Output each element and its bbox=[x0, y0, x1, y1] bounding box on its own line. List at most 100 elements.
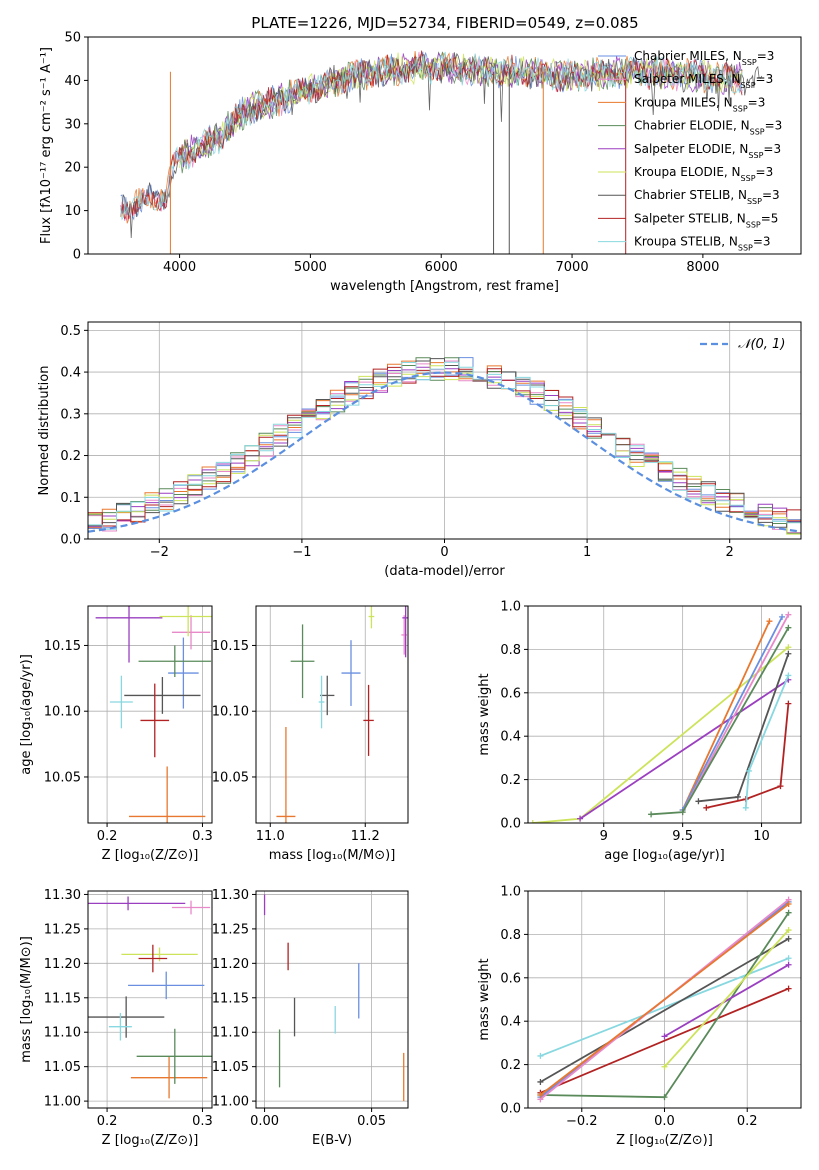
x-tick-label: 0.0 bbox=[654, 1114, 675, 1129]
x-tick-label: 1 bbox=[583, 545, 591, 560]
y-tick-label: 0.3 bbox=[60, 407, 81, 422]
chart-title: PLATE=1226, MJD=52734, FIBERID=0549, z=0… bbox=[251, 14, 638, 32]
x-tick-label: 0 bbox=[440, 545, 448, 560]
weight-line-kroupa_stelib bbox=[744, 675, 790, 808]
y-tick-label: 0.8 bbox=[500, 928, 521, 943]
spectrum-panel: 4000 5000 6000 7000 8000 0 10 20 30 40 50 wavelengt… bbox=[39, 31, 802, 294]
y-tick-label: 20 bbox=[64, 161, 81, 176]
y-tick-label: 0.4 bbox=[500, 1015, 521, 1030]
weight-marker bbox=[661, 1033, 668, 1040]
legend-label: 𝒩(0, 1) bbox=[738, 337, 785, 352]
x-axis-label: age [log₁₀(age/yr)] bbox=[604, 848, 725, 863]
weight-marker bbox=[703, 804, 710, 811]
axes-frame bbox=[87, 890, 213, 1109]
x-tick-label: 2 bbox=[726, 545, 734, 560]
y-tick-label: 0.2 bbox=[60, 449, 81, 464]
x-tick-label: 8000 bbox=[686, 260, 719, 275]
y-tick-label: 11.05 bbox=[212, 1060, 249, 1075]
y-tick-label: 11.20 bbox=[44, 957, 81, 972]
weight-marker bbox=[785, 672, 792, 679]
x-axis-label: Z [log₁₀(Z/Z⊙)] bbox=[102, 1133, 199, 1148]
y-tick-label: 10.05 bbox=[44, 770, 81, 785]
y-tick-label: 0.0 bbox=[500, 1102, 521, 1117]
y-tick-label: 10.15 bbox=[44, 639, 81, 654]
y-tick-label: 11.00 bbox=[44, 1095, 81, 1110]
y-tick-label: 0.4 bbox=[60, 366, 81, 381]
y-tick-label: 11.10 bbox=[44, 1026, 81, 1041]
weight-line-kroupa_miles bbox=[539, 903, 790, 1096]
y-tick-label: 0.5 bbox=[60, 324, 81, 339]
y-tick-label: 0.6 bbox=[500, 686, 521, 701]
x-tick-label: 10 bbox=[753, 829, 770, 844]
y-tick-label: 10 bbox=[64, 204, 81, 219]
x-axis-label: wavelength [Angstrom, rest frame] bbox=[330, 279, 559, 294]
y-tick-label: 0.6 bbox=[500, 971, 521, 986]
x-tick-label: 0.2 bbox=[737, 1114, 758, 1129]
y-tick-label: 1.0 bbox=[500, 885, 521, 900]
y-tick-label: 11.30 bbox=[44, 888, 81, 903]
y-axis-label: mass [log₁₀(M/M⊙)] bbox=[19, 936, 34, 1063]
spectrum-line-salpeter_elodie bbox=[179, 52, 743, 168]
y-axis-label: Flux [fλ10⁻¹⁷ erg cm⁻² s⁻¹ A⁻¹] bbox=[39, 47, 54, 244]
weight-marker bbox=[648, 811, 655, 818]
x-axis-label: (data-model)/error bbox=[384, 564, 505, 579]
legend-label: Chabrier MILES, NSSP=3 bbox=[634, 49, 774, 67]
axes-frame bbox=[255, 890, 409, 1109]
residuals-panel: −2 −1 0 1 2 0.0 0.1 0.2 0.3 0.4 0.5 (data-model)/er… bbox=[37, 321, 802, 579]
weight-marker bbox=[785, 985, 792, 992]
weight-marker bbox=[779, 613, 786, 620]
y-tick-label: 10.10 bbox=[44, 705, 81, 720]
weight-marker bbox=[785, 935, 792, 942]
age_vs_mass-plot-area bbox=[276, 606, 408, 823]
weight-line-salpeter_miles bbox=[681, 614, 790, 813]
weight-line-chabrier_elodie bbox=[651, 627, 790, 816]
y-tick-label: 11.25 bbox=[212, 922, 249, 937]
age_vs_Z-panel: 0.2 0.3 10.05 10.10 10.15 Z [log₁₀(Z/Z⊙)] age … bbox=[19, 605, 213, 863]
y-tick-label: 11.20 bbox=[212, 957, 249, 972]
x-tick-label: 0.05 bbox=[357, 1114, 386, 1129]
axes-frame bbox=[87, 605, 213, 824]
mass_vs_Z-plot-area bbox=[88, 896, 212, 1099]
legend-label: Kroupa MILES, NSSP=3 bbox=[634, 95, 765, 113]
x-tick-label: 0.00 bbox=[250, 1114, 279, 1129]
weight-line-chabrier_stelib bbox=[539, 937, 790, 1083]
x-tick-label: 6000 bbox=[425, 260, 458, 275]
x-tick-label: 0.2 bbox=[97, 829, 118, 844]
legend-label: Salpeter STELIB, NSSP=5 bbox=[634, 211, 778, 229]
y-axis-label: age [log₁₀(age/yr)] bbox=[19, 654, 34, 775]
legend-label: Salpeter ELODIE, NSSP=3 bbox=[634, 142, 781, 160]
weight_vs_age-plot-area bbox=[529, 611, 792, 823]
weight-marker bbox=[785, 901, 792, 908]
y-axis-label: Normed distribution bbox=[37, 366, 52, 496]
y-tick-label: 11.30 bbox=[212, 888, 249, 903]
weight-marker bbox=[661, 1094, 668, 1101]
y-tick-label: 0.0 bbox=[500, 817, 521, 832]
y-tick-label: 11.05 bbox=[44, 1060, 81, 1075]
weight-line-kroupa_elodie bbox=[663, 929, 790, 1068]
y-tick-label: 50 bbox=[64, 31, 81, 46]
y-tick-label: 1.0 bbox=[500, 600, 521, 615]
weight-marker bbox=[537, 1091, 544, 1098]
x-tick-label: 11.2 bbox=[351, 829, 380, 844]
y-tick-label: 10.05 bbox=[212, 770, 249, 785]
weight-marker bbox=[695, 798, 702, 805]
x-tick-label: 11.0 bbox=[256, 829, 285, 844]
y-tick-label: 0.4 bbox=[500, 730, 521, 745]
weight_vs_age-panel: 9 9.5 10 0.0 0.2 0.4 0.6 0.8 1.0 age [log₁₀(age/y… bbox=[477, 600, 802, 863]
y-tick-label: 10.15 bbox=[212, 639, 249, 654]
weight-marker bbox=[661, 1063, 668, 1070]
weight-marker bbox=[745, 767, 752, 774]
x-tick-label: 9.5 bbox=[672, 829, 693, 844]
y-tick-label: 11.00 bbox=[212, 1095, 249, 1110]
spectrum-line-chabrier_stelib bbox=[120, 52, 763, 239]
weight-marker bbox=[734, 793, 741, 800]
mass_vs_ebv-panel: 0.00 0.05 11.00 11.05 11.10 11.15 11.20 11.25 11… bbox=[212, 888, 409, 1148]
weight-line-salpeter_stelib bbox=[540, 987, 789, 1094]
mass_vs_Z-panel: 0.2 0.3 11.00 11.05 11.10 11.15 11.20 11.25 11.3… bbox=[19, 888, 213, 1148]
x-tick-label: 0.3 bbox=[192, 1114, 213, 1129]
normal-curve bbox=[88, 371, 799, 533]
y-axis-label: mass weight bbox=[477, 673, 492, 755]
weight-line-kroupa_miles bbox=[681, 620, 771, 811]
age_vs_mass-panel: 11.0 11.2 10.05 10.10 10.15 mass [log₁₀(M/M⊙)… bbox=[212, 605, 409, 863]
